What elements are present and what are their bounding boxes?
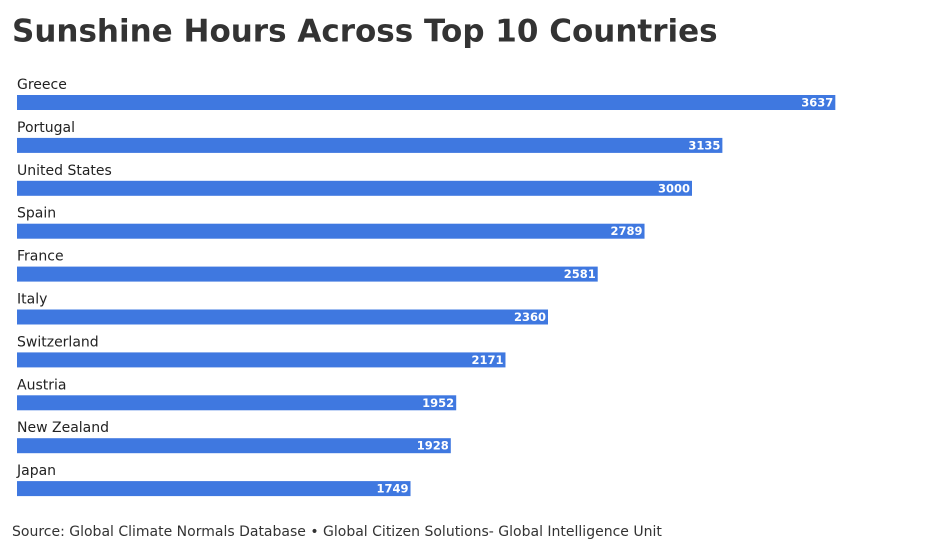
bar: [17, 352, 506, 368]
value-label: 2360: [514, 310, 546, 324]
bar: [17, 223, 645, 239]
value-label: 1928: [417, 439, 449, 453]
bar: [17, 481, 411, 497]
bar: [17, 180, 692, 196]
bar: [17, 266, 598, 282]
bar: [17, 309, 548, 325]
category-label: Portugal: [17, 120, 75, 136]
bar: [17, 395, 457, 411]
value-label: 2171: [471, 353, 503, 367]
bar: [17, 95, 836, 110]
category-label: France: [17, 249, 64, 265]
category-label: Italy: [17, 292, 47, 308]
bar: [17, 438, 451, 454]
value-label: 2789: [611, 224, 643, 238]
value-label: 1952: [422, 396, 454, 410]
value-label: 3000: [658, 181, 690, 195]
category-label: Japan: [16, 463, 56, 479]
bar: [17, 137, 723, 153]
category-label: New Zealand: [17, 420, 109, 436]
category-label: Spain: [17, 206, 56, 222]
value-label: 3135: [688, 138, 720, 152]
value-label: 1749: [377, 482, 409, 496]
value-label: 3637: [801, 96, 833, 110]
category-label: United States: [17, 163, 112, 179]
category-label: Austria: [17, 377, 66, 393]
source-note: Source: Global Climate Normals Database …: [12, 524, 662, 540]
category-label: Switzerland: [17, 334, 99, 350]
value-label: 2581: [564, 267, 596, 281]
category-label: Greece: [17, 77, 67, 93]
chart-title: Sunshine Hours Across Top 10 Countries: [12, 14, 718, 50]
